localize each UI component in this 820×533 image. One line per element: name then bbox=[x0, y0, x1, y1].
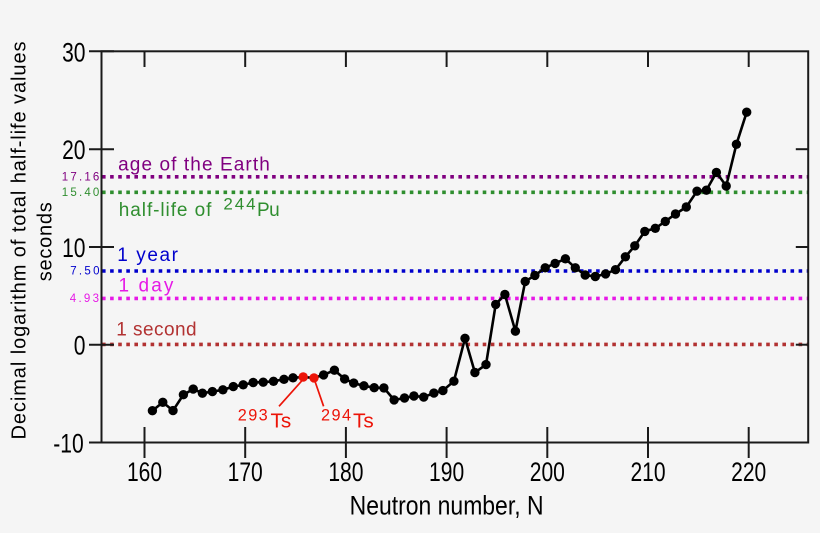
svg-text:160: 160 bbox=[127, 458, 162, 488]
svg-text:200: 200 bbox=[530, 458, 565, 488]
svg-text:293: 293 bbox=[238, 406, 268, 424]
svg-text:7.50: 7.50 bbox=[70, 266, 99, 278]
svg-text:1 year: 1 year bbox=[117, 245, 178, 266]
svg-text:190: 190 bbox=[429, 458, 464, 488]
svg-text:Ts: Ts bbox=[271, 410, 292, 433]
svg-text:-10: -10 bbox=[53, 429, 83, 459]
svg-text:seconds: seconds bbox=[35, 202, 57, 281]
svg-text:180: 180 bbox=[328, 458, 363, 488]
svg-text:Pu: Pu bbox=[257, 200, 280, 221]
svg-text:20: 20 bbox=[62, 136, 85, 166]
svg-text:Decimal logarithm of total hal: Decimal logarithm of total half-life val… bbox=[9, 42, 31, 440]
svg-text:1 day: 1 day bbox=[119, 276, 174, 297]
svg-text:244: 244 bbox=[223, 194, 255, 213]
svg-text:170: 170 bbox=[228, 458, 263, 488]
svg-text:4.93: 4.93 bbox=[70, 293, 99, 305]
svg-text:1 second: 1 second bbox=[116, 320, 196, 341]
svg-text:half-life of: half-life of bbox=[119, 200, 212, 221]
svg-text:age of the Earth: age of the Earth bbox=[118, 155, 270, 176]
svg-text:294: 294 bbox=[321, 406, 351, 424]
svg-text:Ts: Ts bbox=[353, 410, 374, 433]
svg-text:10: 10 bbox=[62, 234, 85, 264]
svg-text:0: 0 bbox=[74, 331, 86, 361]
svg-text:15.40: 15.40 bbox=[62, 187, 100, 199]
svg-text:30: 30 bbox=[62, 38, 85, 68]
svg-text:210: 210 bbox=[630, 458, 665, 488]
svg-text:Neutron number, N: Neutron number, N bbox=[350, 491, 544, 521]
svg-text:17.16: 17.16 bbox=[62, 172, 100, 184]
svg-text:220: 220 bbox=[731, 458, 766, 488]
